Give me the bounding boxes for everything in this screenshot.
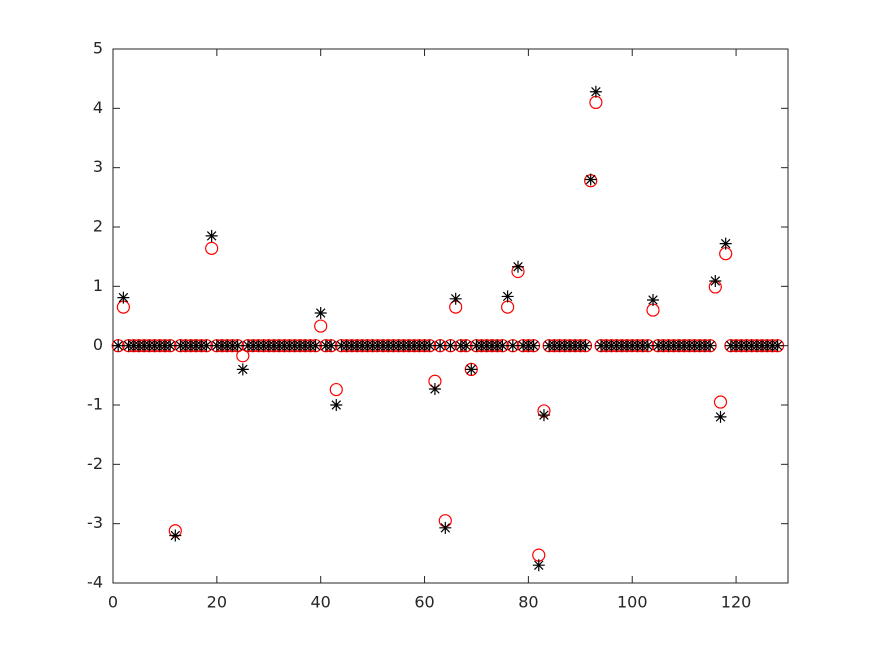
- plot-area: [112, 48, 789, 584]
- circle-marker: [236, 349, 250, 363]
- x-tick-label: 120: [721, 593, 752, 612]
- asterisk-marker: [236, 363, 249, 376]
- asterisk-marker: [579, 339, 592, 352]
- asterisk-marker: [589, 85, 602, 98]
- asterisk-marker: [714, 410, 727, 423]
- y-tick-label: -3: [87, 513, 103, 532]
- asterisk-marker: [423, 339, 436, 352]
- asterisk-marker: [231, 339, 244, 352]
- y-tick-label: -2: [87, 454, 103, 473]
- asterisk-marker: [719, 237, 732, 250]
- x-tick-label: 80: [518, 593, 538, 612]
- asterisk-marker: [117, 291, 130, 304]
- x-tick-label: 60: [414, 593, 434, 612]
- y-tick-label: 3: [93, 157, 103, 176]
- asterisk-marker: [506, 339, 519, 352]
- asterisk-marker: [709, 274, 722, 287]
- circle-marker: [713, 395, 728, 409]
- x-tick-label: 100: [617, 593, 648, 612]
- asterisk-marker: [496, 339, 509, 352]
- y-tick-label: 0: [93, 335, 103, 354]
- y-tick-label: 2: [93, 217, 103, 236]
- asterisk-marker: [169, 529, 182, 542]
- asterisk-marker: [330, 399, 343, 411]
- asterisk-marker: [704, 339, 717, 352]
- asterisk-marker: [205, 229, 218, 242]
- asterisk-marker: [527, 339, 540, 352]
- asterisk-marker: [537, 409, 550, 422]
- asterisk-marker: [309, 339, 322, 352]
- circle-marker: [329, 382, 343, 397]
- y-tick-label: 5: [93, 39, 103, 58]
- x-tick-label: 40: [311, 593, 331, 612]
- x-tick-label: 0: [108, 593, 118, 612]
- asterisk-marker: [428, 382, 441, 395]
- asterisk-marker: [434, 339, 447, 352]
- circle-marker: [314, 319, 328, 333]
- asterisk-marker: [771, 339, 784, 352]
- asterisk-marker: [439, 521, 452, 534]
- asterisk-marker: [647, 293, 659, 306]
- asterisk-marker: [449, 292, 462, 305]
- asterisk-marker: [465, 363, 478, 376]
- asterisk-marker: [112, 339, 125, 352]
- x-tick-label: 20: [207, 593, 227, 612]
- asterisk-marker: [584, 173, 597, 186]
- asterisk-marker: [314, 307, 327, 320]
- asterisk-marker: [501, 290, 514, 303]
- asterisk-marker: [641, 339, 654, 352]
- asterisk-marker: [200, 339, 213, 352]
- asterisk-marker: [512, 260, 524, 273]
- asterisk-marker: [444, 339, 457, 352]
- asterisk-marker: [532, 559, 545, 572]
- y-tick-label: 1: [93, 276, 103, 295]
- y-tick-label: -4: [87, 573, 103, 592]
- asterisk-marker: [460, 339, 473, 352]
- y-tick-label: 4: [93, 98, 103, 117]
- asterisk-marker: [325, 339, 338, 352]
- circle-marker: [205, 241, 219, 255]
- asterisk-marker: [164, 339, 177, 352]
- y-tick-label: -1: [87, 395, 103, 414]
